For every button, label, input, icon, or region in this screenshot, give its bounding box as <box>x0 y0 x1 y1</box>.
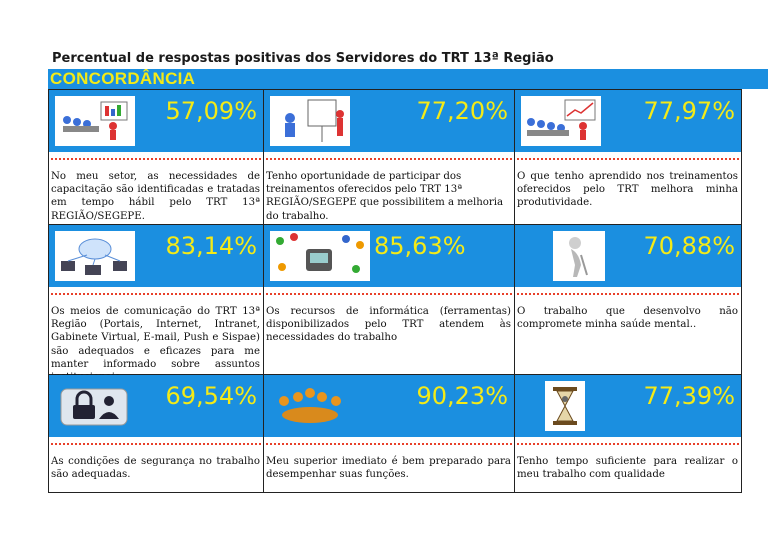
survey-card: 85,63% Os recursos de informática (ferra… <box>264 225 514 374</box>
security-lock-icon <box>55 381 135 431</box>
survey-card: 57,09% No meu setor, as necessidades de … <box>49 90 263 224</box>
section-band: CONCORDÂNCIA <box>48 69 768 89</box>
dotted-divider <box>51 443 261 445</box>
survey-card: 77,97% O que tenho aprendido nos treinam… <box>515 90 741 224</box>
dotted-divider <box>51 158 261 160</box>
percent-value: 77,97% <box>643 97 735 125</box>
survey-card: 77,20% Tenho oportunidade de participar … <box>264 90 514 224</box>
dotted-divider <box>517 443 739 445</box>
percent-value: 85,63% <box>374 232 466 260</box>
survey-card: 69,54% As condições de segurança no trab… <box>49 375 263 492</box>
statement-text: No meu setor, as necessidades de capacit… <box>51 171 260 222</box>
survey-card: 77,39% Tenho tempo suficiente para reali… <box>515 375 741 492</box>
dotted-divider <box>266 158 512 160</box>
network-devices-icon <box>55 231 135 281</box>
dotted-divider <box>517 158 739 160</box>
statement-text: O trabalho que desenvolvo não compromete… <box>517 306 738 331</box>
percent-value: 77,39% <box>643 382 735 410</box>
percent-value: 70,88% <box>643 232 735 260</box>
statement-text: Os recursos de informática (ferramentas)… <box>266 306 511 344</box>
card-header: 70,88% <box>515 225 741 287</box>
percent-value: 83,14% <box>165 232 257 260</box>
dotted-divider <box>266 293 512 295</box>
hourglass-icon <box>545 381 585 431</box>
card-header: 83,14% <box>49 225 263 287</box>
dotted-divider <box>517 293 739 295</box>
grid-divider <box>49 374 741 375</box>
percent-value: 69,54% <box>165 382 257 410</box>
statement-text: As condições de segurança no trabalho sã… <box>51 456 260 481</box>
card-header: 77,97% <box>515 90 741 152</box>
dotted-divider <box>266 443 512 445</box>
meeting-chart-icon <box>521 96 601 146</box>
statement-text: Os meios de comunicação do TRT 13ª Regiã… <box>51 306 260 383</box>
card-header: 77,39% <box>515 375 741 437</box>
statement-text: Tenho oportunidade de participar dos tre… <box>266 171 504 222</box>
statement-text: Tenho tempo suficiente para realizar o m… <box>517 456 738 481</box>
it-tools-icon <box>270 231 370 281</box>
card-header: 77,20% <box>264 90 514 152</box>
card-header: 57,09% <box>49 90 263 152</box>
presenter-board-icon <box>270 96 350 146</box>
percent-value: 77,20% <box>416 97 508 125</box>
card-header: 90,23% <box>264 375 514 437</box>
card-header: 69,54% <box>49 375 263 437</box>
percent-value: 57,09% <box>165 97 257 125</box>
survey-grid: 57,09% No meu setor, as necessidades de … <box>48 89 742 493</box>
survey-card: 70,88% O trabalho que desenvolvo não com… <box>515 225 741 374</box>
grid-divider <box>514 90 515 492</box>
statement-text: Meu superior imediato é bem preparado pa… <box>266 456 511 481</box>
grid-divider <box>49 224 741 225</box>
tired-person-icon <box>553 231 605 281</box>
survey-card: 90,23% Meu superior imediato é bem prepa… <box>264 375 514 492</box>
training-class-icon <box>55 96 135 146</box>
section-label: CONCORDÂNCIA <box>50 69 196 88</box>
card-header: 85,63% <box>264 225 514 287</box>
statement-text: O que tenho aprendido nos treinamentos o… <box>517 171 738 209</box>
dotted-divider <box>51 293 261 295</box>
survey-card: 83,14% Os meios de comunicação do TRT 13… <box>49 225 263 383</box>
percent-value: 90,23% <box>416 382 508 410</box>
team-table-icon <box>270 381 350 431</box>
page-title: Percentual de respostas positivas dos Se… <box>52 51 554 66</box>
grid-divider <box>263 90 264 492</box>
